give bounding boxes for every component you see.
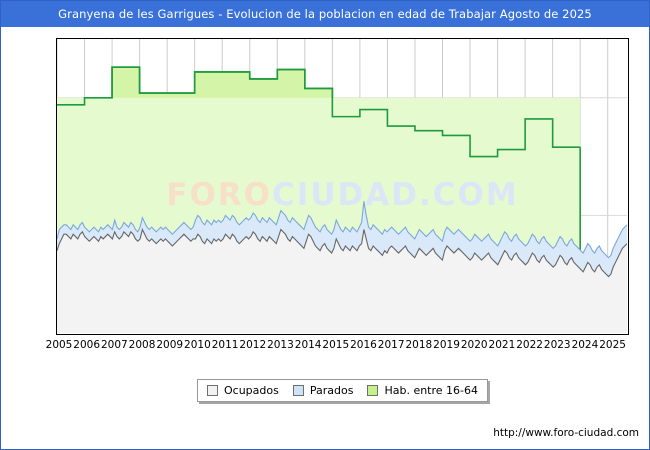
x-tick-label: 2017 bbox=[377, 339, 405, 351]
x-tick-label: 2009 bbox=[156, 339, 184, 351]
x-tick-label: 2011 bbox=[211, 339, 239, 351]
x-tick-label: 2005 bbox=[45, 339, 73, 351]
x-tick-label: 2016 bbox=[350, 339, 377, 351]
legend-swatch-icon bbox=[292, 385, 304, 396]
legend-swatch-icon bbox=[207, 385, 218, 396]
legend-label: Hab. entre 16-64 bbox=[384, 384, 479, 397]
x-axis: 2005 2006 2007 2008 2009 2010 2011 2012 2013 2014… bbox=[46, 337, 629, 357]
x-tick-label: 2024 bbox=[571, 339, 599, 351]
x-tick-label: 2014 bbox=[294, 339, 322, 351]
x-tick-label: 2006 bbox=[73, 339, 101, 351]
x-tick-label: 2012 bbox=[239, 339, 267, 351]
legend-label: Parados bbox=[309, 384, 354, 397]
chart-container: 050100 200520062007200820092010201120122… bbox=[1, 27, 649, 449]
legend-item[interactable]: Hab. entre 16-64 bbox=[367, 384, 478, 397]
footer-url: http://www.foro-ciudad.com bbox=[493, 427, 639, 439]
window-title-bar: Granyena de les Garrigues - Evolucion de… bbox=[1, 1, 649, 27]
x-tick-label: 2013 bbox=[267, 339, 294, 351]
x-tick-label: 2018 bbox=[405, 339, 433, 351]
chart-svg bbox=[57, 39, 627, 333]
legend-item[interactable]: Parados bbox=[292, 384, 354, 397]
x-tick-label: 2022 bbox=[516, 339, 543, 351]
page-title: Granyena de les Garrigues - Evolucion de… bbox=[58, 7, 592, 21]
chart-legend: Ocupados Parados Hab. entre 16-64 bbox=[197, 379, 489, 402]
legend-item[interactable]: Ocupados bbox=[207, 384, 279, 397]
x-tick-label: 2019 bbox=[433, 339, 460, 351]
x-tick-label: 2025 bbox=[599, 339, 626, 351]
x-tick-label: 2010 bbox=[184, 339, 211, 351]
x-tick-label: 2007 bbox=[100, 339, 128, 351]
legend-label: Ocupados bbox=[224, 384, 279, 397]
plot-area bbox=[56, 38, 629, 335]
x-tick-label: 2020 bbox=[460, 339, 488, 351]
legend-swatch-icon bbox=[367, 385, 379, 396]
x-tick-label: 2023 bbox=[543, 339, 571, 351]
x-tick-label: 2021 bbox=[488, 339, 516, 351]
x-tick-label: 2015 bbox=[322, 339, 350, 351]
x-tick-label: 2008 bbox=[128, 339, 156, 351]
